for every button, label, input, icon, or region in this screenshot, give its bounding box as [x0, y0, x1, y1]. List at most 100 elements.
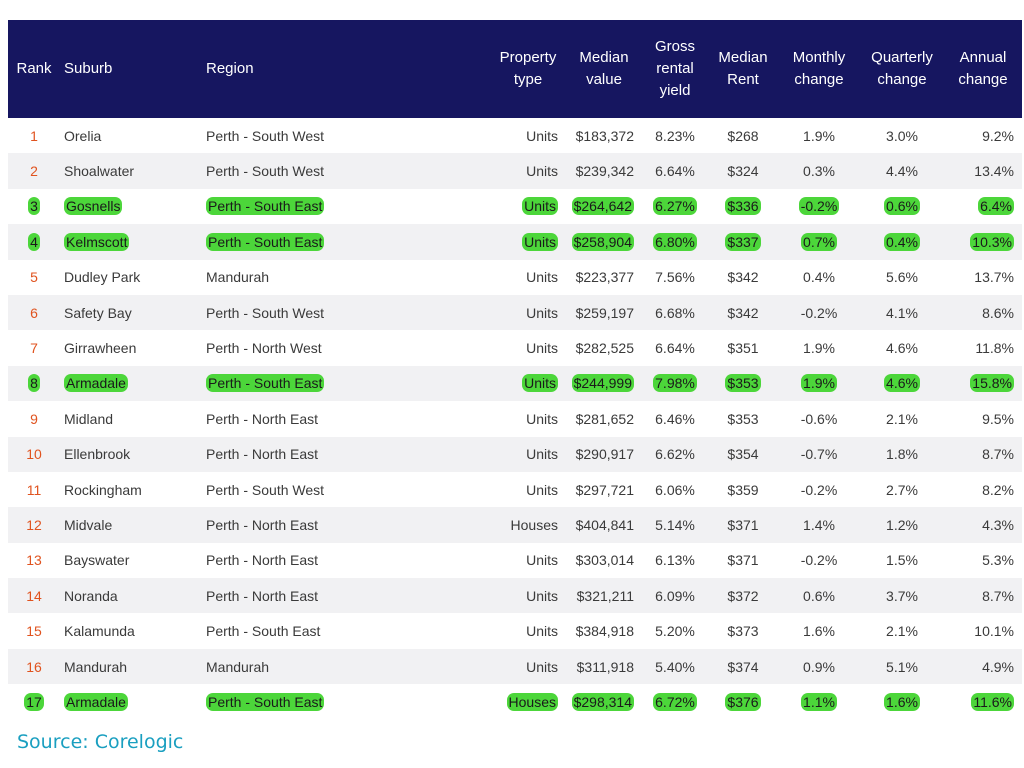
cell-median-value: $384,918	[566, 613, 642, 649]
cell-rank: 15	[8, 613, 60, 649]
cell-suburb: Midland	[60, 401, 202, 437]
cell-property-type-text: Houses	[506, 692, 558, 711]
cell-suburb-text: Midvale	[64, 516, 113, 533]
header-median-value: Median value	[579, 49, 629, 88]
cell-region: Perth - South East	[202, 613, 490, 649]
cell-suburb: Mandurah	[60, 648, 202, 685]
cell-median-rent-text: $371	[727, 552, 759, 569]
cell-median-value: $303,014	[566, 542, 642, 579]
cell-rank: 11	[8, 471, 60, 508]
cell-monthly-change-text: 0.7%	[801, 232, 837, 251]
cell-gross-yield-text: 8.23%	[655, 127, 695, 144]
table-row: 15 Kalamunda Perth - South East Units $384,9…	[8, 613, 1022, 649]
cell-property-type: Units	[490, 613, 566, 649]
cell-median-rent-text: $353	[727, 410, 759, 427]
cell-region-text: Perth - South West	[206, 304, 325, 321]
cell-rank: 9	[8, 401, 60, 437]
cell-median-value: $290,917	[566, 436, 642, 472]
cell-region-text: Perth - South East	[206, 374, 325, 393]
cell-annual-change: 9.2%	[944, 118, 1022, 154]
cell-suburb-text: Midland	[64, 410, 114, 427]
cell-region-text: Perth - South East	[206, 623, 321, 640]
cell-suburb-text: Rockingham	[64, 481, 142, 498]
cell-suburb: Gosnells	[60, 188, 202, 225]
cell-gross-yield: 6.46%	[642, 401, 708, 437]
cell-annual-change-text: 10.1%	[974, 623, 1014, 640]
cell-gross-yield-text: 6.64%	[655, 340, 695, 357]
cell-suburb: Bayswater	[60, 542, 202, 579]
header-property-type: Property type	[499, 49, 557, 88]
header-monthly-change: Monthly change	[792, 49, 846, 88]
cell-median-rent: $337	[708, 224, 778, 260]
cell-annual-change-text: 15.8%	[970, 374, 1014, 393]
cell-quarterly-change: 4.1%	[860, 294, 944, 331]
cell-property-type-text: Units	[522, 232, 558, 251]
cell-gross-yield: 5.20%	[642, 613, 708, 649]
cell-monthly-change: 1.9%	[778, 118, 860, 154]
cell-gross-yield-text: 6.80%	[653, 232, 697, 251]
cell-median-value-text: $298,314	[571, 692, 634, 711]
cell-property-type-text: Units	[526, 552, 558, 569]
cell-quarterly-change: 0.4%	[860, 224, 944, 260]
header-rank: Rank	[16, 60, 52, 77]
cell-annual-change: 11.8%	[944, 330, 1022, 366]
cell-rank-text: 15	[26, 623, 42, 640]
cell-rank-text: 17	[24, 692, 44, 711]
cell-quarterly-change: 1.6%	[860, 684, 944, 720]
rental-yield-table-container: Rank Suburb Region Property type Median va…	[8, 20, 1022, 720]
cell-gross-yield-text: 6.06%	[655, 481, 695, 498]
cell-median-value-text: $404,841	[575, 516, 634, 533]
cell-rank-text: 13	[26, 552, 42, 569]
table-row: 5 Dudley Park Mandurah Units $223,377 7.56% $3…	[8, 259, 1022, 295]
cell-gross-yield-text: 5.40%	[655, 658, 695, 675]
cell-monthly-change-text: 1.4%	[803, 516, 835, 533]
cell-quarterly-change: 1.8%	[860, 436, 944, 472]
cell-region-text: Mandurah	[206, 269, 270, 286]
cell-monthly-change: -0.2%	[778, 542, 860, 579]
cell-quarterly-change: 1.2%	[860, 507, 944, 543]
table-row: 7 Girrawheen Perth - North West Units $282,5…	[8, 330, 1022, 366]
cell-median-rent-text: $354	[727, 446, 759, 463]
table-row: 9 Midland Perth - North East Units $281,652 6…	[8, 401, 1022, 437]
table-row: 2 Shoalwater Perth - South West Units $239,3…	[8, 153, 1022, 189]
cell-region-text: Mandurah	[206, 658, 270, 675]
cell-quarterly-change-text: 5.6%	[886, 269, 918, 286]
cell-median-value-text: $297,721	[575, 481, 634, 498]
cell-monthly-change-text: 1.9%	[803, 340, 835, 357]
cell-monthly-change-text: 0.6%	[803, 587, 835, 604]
cell-median-rent: $371	[708, 507, 778, 543]
cell-rank: 5	[8, 259, 60, 295]
cell-rank: 14	[8, 578, 60, 614]
cell-rank-text: 11	[26, 481, 42, 498]
cell-median-value: $183,372	[566, 118, 642, 154]
cell-rank-text: 8	[28, 374, 40, 393]
cell-rank: 7	[8, 330, 60, 366]
cell-rank: 16	[8, 648, 60, 685]
cell-annual-change: 11.6%	[944, 684, 1022, 720]
cell-quarterly-change: 4.4%	[860, 153, 944, 189]
cell-quarterly-change-text: 2.7%	[886, 481, 918, 498]
cell-region-text: Perth - South West	[206, 163, 325, 180]
cell-rank: 12	[8, 507, 60, 543]
cell-region-text: Perth - South East	[206, 232, 325, 251]
cell-median-value: $259,197	[566, 294, 642, 331]
cell-suburb: Shoalwater	[60, 153, 202, 189]
cell-rank: 17	[8, 684, 60, 720]
cell-property-type-text: Units	[526, 623, 558, 640]
cell-median-rent-text: $359	[727, 481, 759, 498]
cell-quarterly-change-text: 2.1%	[886, 410, 918, 427]
cell-monthly-change-text: -0.6%	[800, 410, 838, 427]
cell-gross-yield-text: 6.09%	[655, 587, 695, 604]
cell-region: Perth - South West	[202, 118, 490, 154]
cell-median-rent-text: $336	[725, 197, 761, 216]
cell-suburb-text: Orelia	[64, 127, 102, 144]
cell-rank-text: 12	[26, 516, 42, 533]
cell-annual-change-text: 6.4%	[978, 197, 1014, 216]
cell-property-type-text: Units	[526, 304, 558, 321]
cell-rank-text: 2	[30, 163, 38, 180]
cell-region-text: Perth - North East	[206, 410, 319, 427]
cell-gross-yield-text: 6.13%	[655, 552, 695, 569]
cell-region: Perth - North East	[202, 507, 490, 543]
cell-annual-change-text: 9.2%	[982, 127, 1014, 144]
cell-suburb: Noranda	[60, 578, 202, 614]
